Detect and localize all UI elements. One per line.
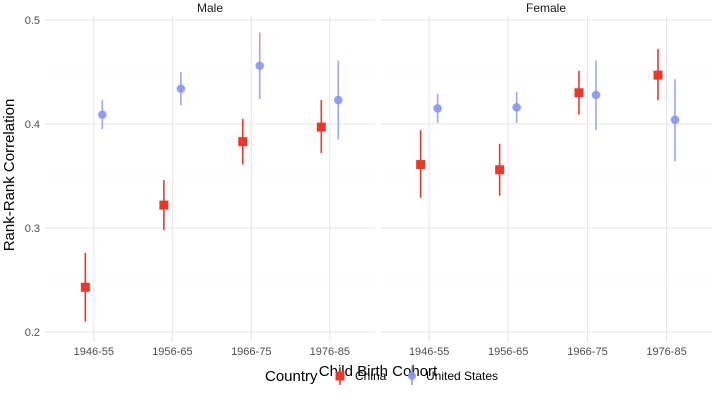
x-tick-label: 1956-65 [152,346,192,358]
strip-label: Female [526,1,566,15]
data-point-square [80,282,90,292]
x-tick-label: 1966-75 [231,346,271,358]
strip-label: Male [197,1,223,15]
x-tick-label: 1966-75 [567,346,607,358]
y-axis-title: Rank-Rank Correlation [1,99,18,252]
x-tick-label: 1946-55 [74,346,114,358]
y-axis: 0.2 0.3 0.4 0.5 [25,15,40,339]
data-point-square [159,200,169,210]
y-tick-label: 0.2 [25,327,40,339]
panel-background [45,16,375,342]
data-point-circle [512,103,521,112]
panel-male: Male 1946-55 1956-65 1966-75 1976-85 [45,0,375,358]
strip-background [45,0,375,16]
data-point-square [653,70,663,80]
data-point-circle [333,95,343,105]
data-point-square [574,88,584,98]
data-point-circle [433,104,442,113]
data-point-circle [176,84,186,93]
data-point-square [238,137,248,147]
facet-panels: Male 1946-55 1956-65 1966-75 1976-85 Female 19… [45,0,712,358]
legend-entry: United States [408,367,498,385]
panel-background [380,16,712,342]
x-tick-label: 1956-65 [488,346,528,358]
strip-background [380,0,712,16]
series-united-states [98,32,343,140]
x-tick-label: 1976-85 [310,346,350,358]
data-point-square [316,122,326,132]
y-tick-label: 0.4 [25,119,40,131]
data-point-circle [255,61,265,71]
panel-female: Female 1946-55 1956-65 1966-75 1976-85 [380,0,712,358]
series-china [80,100,326,322]
data-point-circle [98,110,107,119]
legend-label: United States [426,369,498,383]
y-tick-label: 0.3 [25,223,40,235]
series-china [416,49,663,198]
legend-key-square [335,371,345,381]
legend-entry: China [335,367,387,385]
data-point-square [495,165,505,175]
series-united-states [433,60,680,162]
legend-title: Country [265,368,318,385]
x-tick-label: 1946-55 [409,346,449,358]
y-tick-label: 0.5 [25,15,40,27]
legend-key-circle [408,372,416,380]
legend-label: China [355,369,387,383]
data-point-circle [591,90,601,100]
data-point-square [416,160,426,170]
data-point-circle [670,115,680,125]
legend: Country China United States [265,367,498,385]
x-tick-label: 1976-85 [646,346,686,358]
